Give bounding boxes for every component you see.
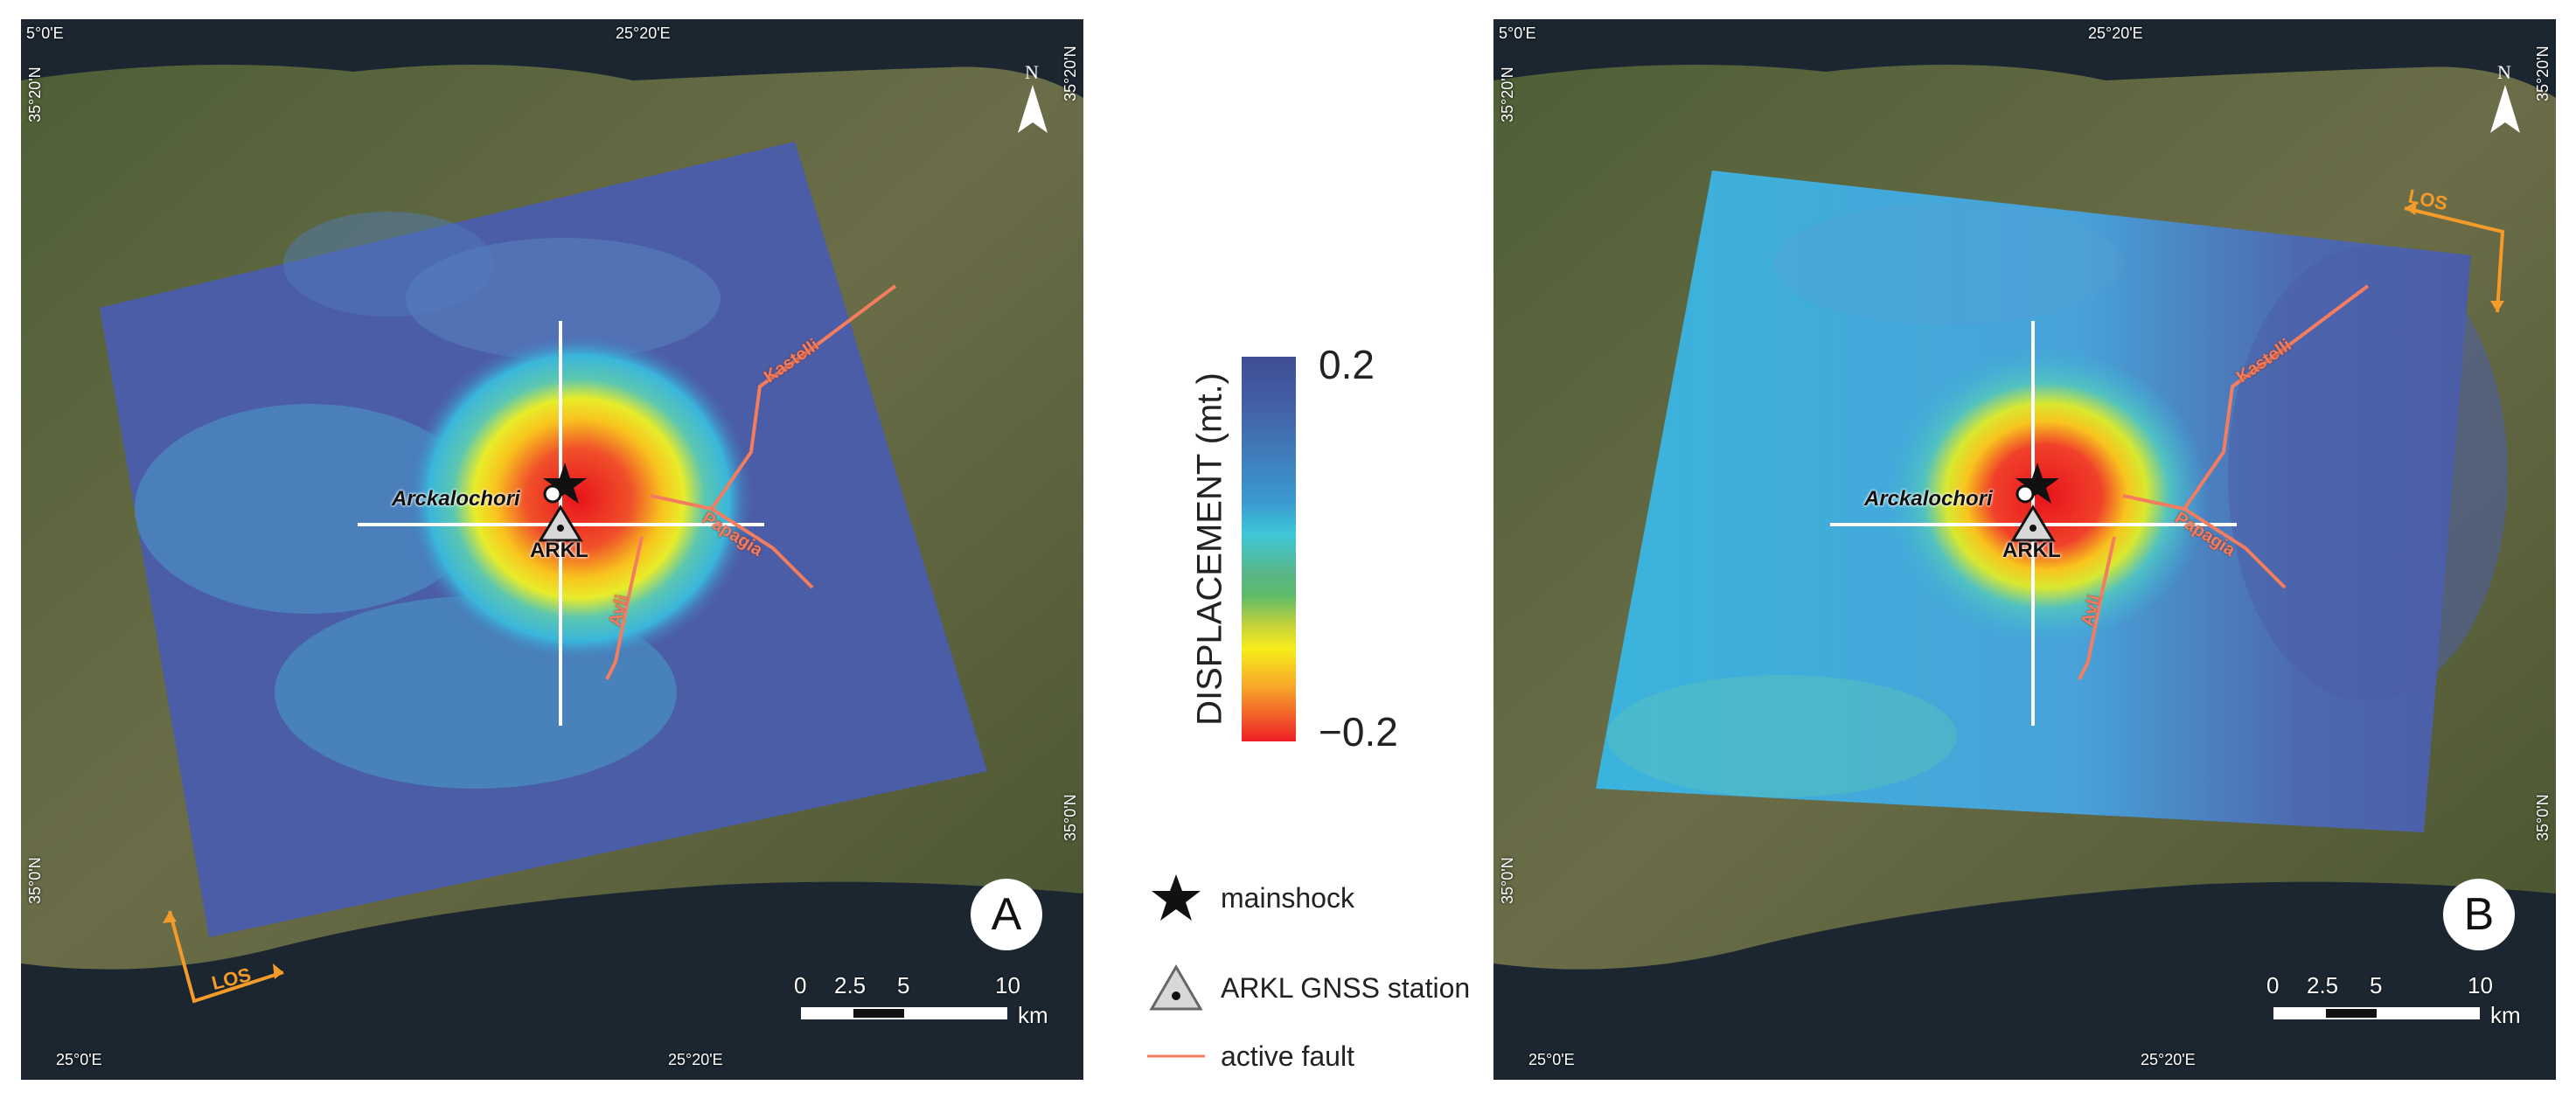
- anomaly-sw-b: [1607, 675, 1957, 797]
- scale-tick-1-b: 2.5: [2307, 972, 2339, 998]
- coord-right-top-b: 35°20'N: [2534, 45, 2552, 101]
- coord-bottom-left-a: 25°0'E: [56, 1051, 102, 1068]
- insar-map-b: [1493, 19, 2556, 1080]
- town-marker-b: [2016, 484, 2035, 504]
- mainshock-star-b: [2016, 463, 2059, 504]
- panel-letter-b: B: [2443, 879, 2515, 950]
- scale-bar-b: [2273, 1007, 2480, 1019]
- gnss-station-a: [538, 504, 583, 542]
- panel-letter-a: A: [971, 879, 1042, 950]
- coord-left-top-a: 35°20'N: [26, 66, 44, 122]
- fault-kastelli-b: [2183, 284, 2370, 511]
- fault-avli-b: [2078, 536, 2116, 680]
- scale-tick-2-a: 5: [897, 972, 910, 998]
- place-label-a: Arckalochori: [392, 487, 520, 511]
- coord-right-top-a: 35°20'N: [1062, 45, 1079, 101]
- legend-station-label: ARKL GNSS station: [1221, 971, 1471, 1004]
- map-panel-a: 5°0'E 25°20'E 35°20'N 35°20'N 35°0'N 35°…: [21, 19, 1083, 1080]
- coord-right-bottom-b: 35°0'N: [2534, 794, 2552, 841]
- town-marker-a: [543, 484, 562, 504]
- coord-top-mid-a: 25°20'E: [616, 24, 671, 42]
- coord-left-top-b: 35°20'N: [1499, 66, 1516, 122]
- triangle-icon: [1145, 962, 1207, 1014]
- colorbar-min: −0.2: [1319, 709, 1398, 755]
- scale-unit-b: km: [2490, 1002, 2521, 1028]
- los-arrow-b: [2404, 206, 2505, 313]
- scale-tick-3-b: 10: [2468, 972, 2493, 998]
- anomaly-sw-a: [135, 404, 484, 614]
- insar-map-a: [21, 19, 1083, 1080]
- los-arrow-a: [168, 910, 284, 1004]
- colorbar-title: DISPLACEMENT (mt.): [1190, 372, 1229, 726]
- coord-bottom-mid-a: 25°20'E: [668, 1051, 723, 1068]
- coord-top-left-b: 5°0'E: [1499, 24, 1536, 42]
- los-arrowhead2-a: [163, 911, 177, 923]
- anomaly-nw-a: [283, 212, 493, 316]
- mainshock-star-a: [543, 463, 587, 504]
- anomaly-n-a: [406, 238, 721, 360]
- coord-left-bottom-b: 35°0'N: [1499, 857, 1516, 904]
- los-arrowhead2-b: [2490, 301, 2504, 312]
- fault-avli-a: [605, 536, 644, 680]
- gnss-dot-b: [2029, 525, 2036, 532]
- scale-tick-3-a: 10: [995, 972, 1020, 998]
- anomaly-n-b: [1773, 203, 2123, 325]
- place-label-b: Arckalochori: [1864, 487, 1993, 511]
- station-label-b: ARKL: [2002, 539, 2061, 562]
- fault-kastelli-a: [710, 284, 897, 511]
- deformation-lobe-a: [404, 332, 754, 664]
- map-panel-b: 5°0'E 25°20'E 35°20'N 35°20'N 35°0'N 35°…: [1493, 19, 2556, 1080]
- fault-line-icon: [1145, 1030, 1207, 1082]
- legend-fault-label: active fault: [1221, 1040, 1354, 1072]
- coord-left-bottom-a: 35°0'N: [26, 857, 44, 904]
- fault-papagia-a: [650, 494, 814, 589]
- los-arrowhead-a: [273, 963, 283, 979]
- scale-tick-2-b: 5: [2370, 972, 2383, 998]
- legend-mainshock-label: mainshock: [1221, 881, 1354, 914]
- star-icon: [1145, 872, 1207, 924]
- coord-bottom-left-b: 25°0'E: [1528, 1051, 1575, 1068]
- colorbar: 0.2 −0.2 DISPLACEMENT (mt.): [1163, 341, 1425, 778]
- north-arrow-b: [2490, 85, 2520, 133]
- north-label-a: N: [1025, 61, 1039, 83]
- north-label-b: N: [2497, 61, 2511, 83]
- colorbar-max: 0.2: [1319, 342, 1375, 387]
- gnss-station-b: [2010, 504, 2056, 542]
- los-arrowhead-b: [2405, 201, 2417, 215]
- scale-tick-1-a: 2.5: [834, 972, 867, 998]
- legend-mainshock: mainshock: [1145, 872, 1354, 924]
- scale-bar-a: [801, 1007, 1007, 1019]
- coord-top-mid-b: 25°20'E: [2088, 24, 2143, 42]
- coord-bottom-mid-b: 25°20'E: [2141, 1051, 2196, 1068]
- legend-fault: active fault: [1145, 1030, 1354, 1082]
- scale-tick-0-a: 0: [794, 972, 807, 998]
- anomaly-e-b: [2228, 247, 2508, 701]
- station-label-a: ARKL: [530, 539, 588, 562]
- legend-station: ARKL GNSS station: [1145, 962, 1470, 1014]
- fault-papagia-b: [2122, 494, 2287, 589]
- coord-right-bottom-a: 35°0'N: [1062, 794, 1079, 841]
- gnss-dot-a: [557, 525, 564, 532]
- north-arrow-a: [1018, 85, 1048, 133]
- colorbar-gradient: [1242, 357, 1296, 741]
- coord-top-left-a: 5°0'E: [26, 24, 64, 42]
- scale-unit-a: km: [1018, 1002, 1048, 1028]
- scale-tick-0-b: 0: [2266, 972, 2280, 998]
